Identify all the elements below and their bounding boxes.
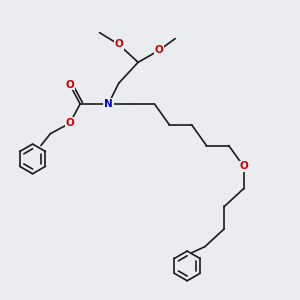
Text: O: O (65, 80, 74, 90)
Text: O: O (65, 118, 74, 128)
Text: O: O (239, 161, 248, 171)
Text: O: O (154, 45, 163, 56)
Text: N: N (104, 99, 113, 109)
Text: O: O (114, 40, 123, 50)
